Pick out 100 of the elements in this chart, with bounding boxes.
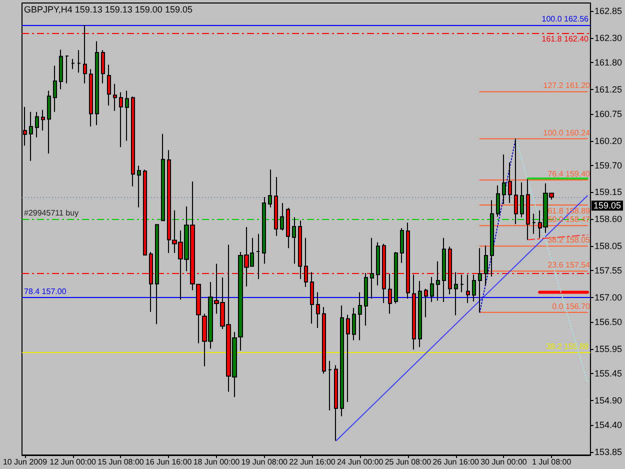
candlestick <box>35 111 39 138</box>
y-tick-label: 155.95 <box>594 344 622 354</box>
candlestick <box>322 306 326 374</box>
candlestick <box>370 237 374 300</box>
candlestick <box>424 288 428 318</box>
x-tick-label: 24 Jun 00:00 <box>336 458 384 466</box>
series-label: 0.0 156.70 <box>552 302 591 311</box>
candlestick <box>532 213 536 234</box>
candlestick <box>47 90 51 154</box>
y-tick-label: 154.40 <box>594 420 622 430</box>
candlestick <box>460 274 464 293</box>
y-tick-label: 158.05 <box>594 241 622 252</box>
candlestick <box>137 165 141 208</box>
candlestick <box>328 360 332 411</box>
candlestick <box>125 90 129 142</box>
candlestick <box>358 292 362 341</box>
candlestick <box>29 111 33 162</box>
candlestick <box>268 169 272 208</box>
y-tick-label: 160.20 <box>594 136 622 146</box>
x-tick-label: 30 Jun 00:00 <box>480 458 528 466</box>
y-tick-label: 161.25 <box>594 84 622 94</box>
candlestick <box>119 92 123 148</box>
y-tick-label: 153.85 <box>594 447 622 458</box>
ref-line-label: 159.05 <box>593 200 622 211</box>
candlestick <box>526 178 530 240</box>
candlestick <box>41 109 45 131</box>
candlestick <box>508 162 512 204</box>
x-tick-label: 22 Jun 16:00 <box>289 458 336 466</box>
candlestick <box>316 292 320 329</box>
candlestick <box>484 245 488 286</box>
y-tick-label: 159.15 <box>594 187 622 198</box>
x-tick-label: 12 Jun 00:00 <box>50 458 97 466</box>
candlestick <box>256 233 260 280</box>
candlestick <box>77 50 81 74</box>
candlestick <box>520 182 524 218</box>
y-tick-label: 157.00 <box>594 292 622 303</box>
y-tick-label: 161.80 <box>594 57 622 68</box>
candlestick <box>286 207 290 249</box>
x-tick-label: 16 Jun 16:00 <box>145 458 192 466</box>
candlestick <box>262 196 266 264</box>
candlestick <box>53 65 57 112</box>
candlestick <box>161 133 165 222</box>
x-tick-label: 18 Jun 00:00 <box>193 458 240 466</box>
candlestick <box>496 184 500 218</box>
candlestick <box>418 280 422 348</box>
y-tick-label: 159.70 <box>594 160 622 170</box>
candlestick <box>292 216 296 264</box>
candlestick <box>376 242 380 286</box>
x-tick-label: 15 Jun 08:00 <box>98 458 144 466</box>
candlestick <box>155 224 159 325</box>
candlestick <box>334 364 338 442</box>
candlestick <box>454 272 458 316</box>
candlestick <box>502 154 506 204</box>
x-tick-label: 1 Jul 08:00 <box>532 458 572 466</box>
candlestick <box>436 260 440 302</box>
candlestick <box>346 314 350 403</box>
candlestick <box>274 176 278 236</box>
y-tick-label: 155.45 <box>594 368 622 379</box>
series-label: 127.2 161.20 <box>543 81 591 90</box>
candlestick <box>107 64 111 106</box>
candlestick <box>490 200 494 278</box>
candlestick <box>430 276 434 303</box>
candlestick <box>101 50 105 84</box>
candlestick <box>394 252 398 304</box>
ref-line-label: #29945711 buy <box>24 208 79 218</box>
y-tick-label: 156.50 <box>594 317 622 328</box>
candlestick <box>478 248 482 313</box>
candlestick <box>442 237 446 303</box>
y-tick-label: 162.85 <box>594 6 622 16</box>
chart-title: GBPJPY,H4 159.13 159.13 159.00 159.05 <box>24 4 192 14</box>
candlestick <box>143 169 147 256</box>
series-label: 76.4 159.40 <box>548 169 591 178</box>
candlestick <box>59 49 63 90</box>
x-tick-label: 19 Jun 08:00 <box>241 458 288 466</box>
candlestick <box>113 83 117 112</box>
candlestick <box>352 307 356 341</box>
candlestick <box>472 274 476 302</box>
x-tick-label: 10 Jun 2009 <box>2 458 48 466</box>
candlestick <box>65 55 69 84</box>
y-tick-label: 157.55 <box>594 266 622 276</box>
candlestick <box>400 228 404 264</box>
candlestick <box>89 68 93 128</box>
candlestick <box>71 58 75 70</box>
candlestick <box>364 272 368 326</box>
x-tick-label: 25 Jun 08:00 <box>384 458 432 466</box>
x-tick-label: 26 Jun 16:00 <box>432 458 480 466</box>
ref-line-label: 38.2 155.88 <box>546 342 590 352</box>
candlestick <box>340 304 344 417</box>
ref-line-label: 100.0 162.56 <box>542 14 590 24</box>
series-label: 23.6 157.54 <box>548 260 591 270</box>
candlestick <box>406 222 410 300</box>
candlestick <box>131 96 135 187</box>
y-tick-label: 160.75 <box>594 108 622 119</box>
y-tick-label: 162.30 <box>594 32 622 43</box>
ref-line-label: 161.8 162.40 <box>542 34 590 44</box>
series-label: 100.0 160.24 <box>543 128 591 138</box>
y-tick-label: 154.90 <box>594 396 622 406</box>
candlestick <box>280 202 284 231</box>
y-tick-label: 158.60 <box>594 214 622 224</box>
candlestick <box>514 138 518 225</box>
